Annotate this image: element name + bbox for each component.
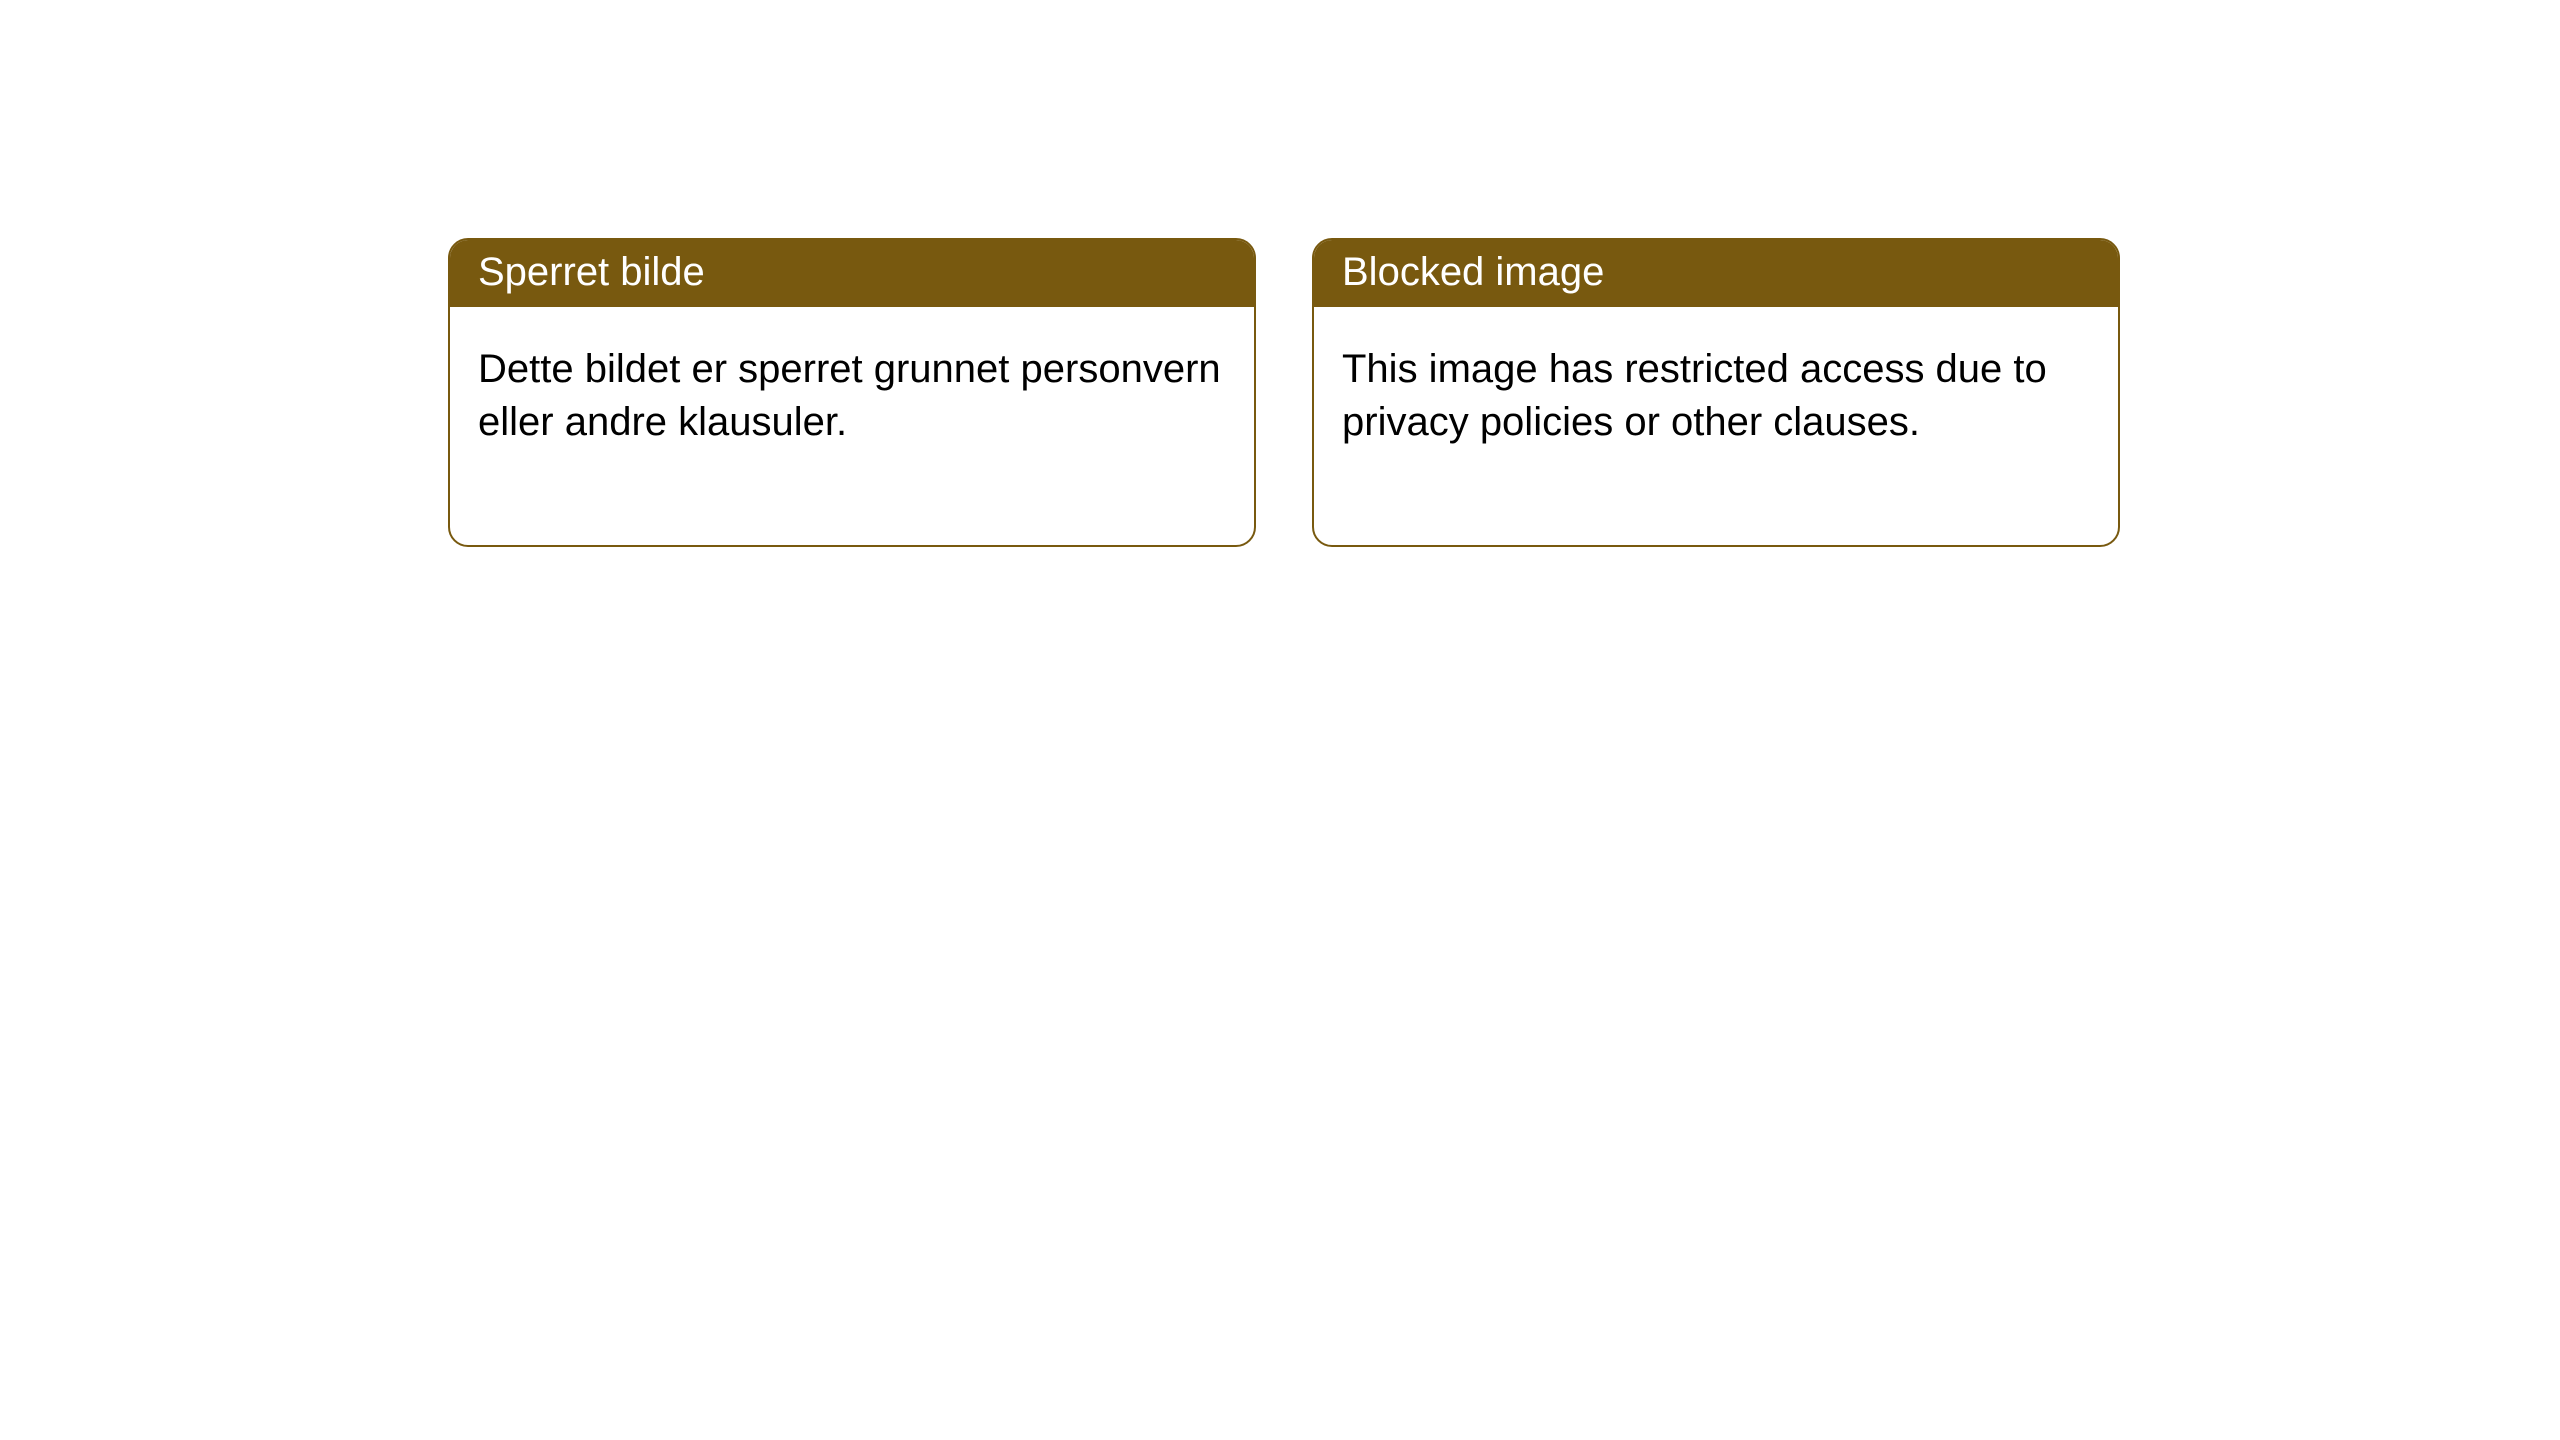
- card-header-text: Blocked image: [1342, 250, 1604, 294]
- card-body-text: This image has restricted access due to …: [1342, 347, 2047, 444]
- card-body: This image has restricted access due to …: [1314, 307, 2118, 545]
- card-header: Blocked image: [1314, 240, 2118, 307]
- card-body: Dette bildet er sperret grunnet personve…: [450, 307, 1254, 545]
- card-header-text: Sperret bilde: [478, 250, 705, 294]
- cards-container: Sperret bilde Dette bildet er sperret gr…: [0, 0, 2560, 547]
- card-header: Sperret bilde: [450, 240, 1254, 307]
- card-body-text: Dette bildet er sperret grunnet personve…: [478, 347, 1221, 444]
- blocked-image-card-english: Blocked image This image has restricted …: [1312, 238, 2120, 547]
- blocked-image-card-norwegian: Sperret bilde Dette bildet er sperret gr…: [448, 238, 1256, 547]
